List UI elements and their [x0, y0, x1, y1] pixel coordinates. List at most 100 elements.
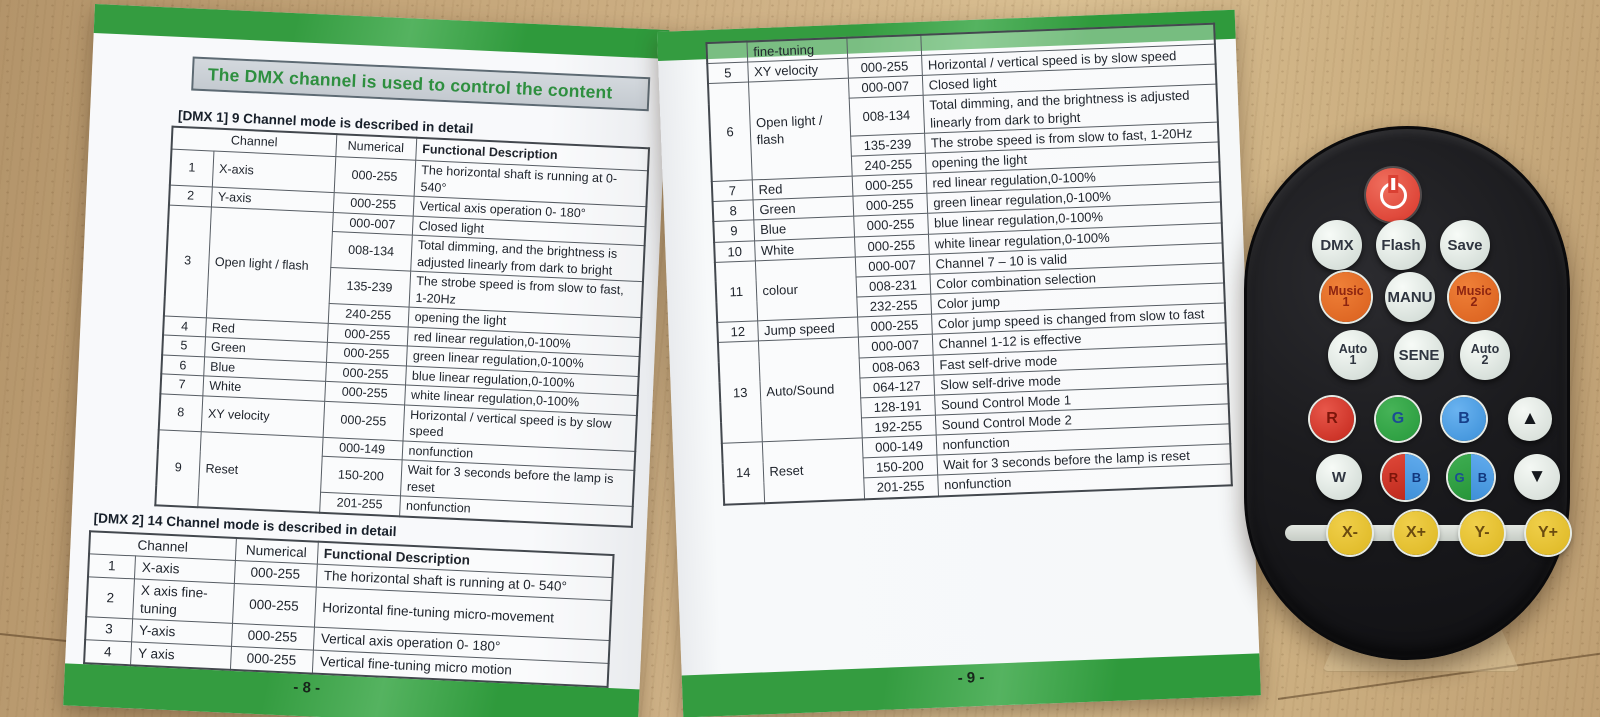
- numerical-cell: 135-239: [328, 267, 411, 308]
- numerical-cell: 008-231: [855, 274, 931, 298]
- numerical-cell: 192-255: [860, 415, 936, 439]
- channel-number-cell: 12: [717, 321, 758, 343]
- numerical-cell: [846, 34, 922, 59]
- manu-button[interactable]: MANU: [1385, 272, 1435, 322]
- numerical-cell: 135-239: [850, 133, 925, 157]
- channel-name-cell: Reset: [197, 431, 323, 513]
- dmx2-table-continued: fine-tuning 5 XY velocity 000-255 Horizontal…: [705, 22, 1233, 506]
- power-button[interactable]: [1366, 168, 1420, 222]
- y-plus-button-label: Y+: [1537, 524, 1558, 541]
- x-plus-button-label: X+: [1405, 524, 1426, 541]
- blue-button-label: B: [1458, 410, 1470, 427]
- numerical-cell: 000-255: [333, 156, 416, 197]
- numerical-cell: 000-007: [847, 75, 923, 99]
- y-minus-button[interactable]: Y-: [1460, 511, 1504, 555]
- x-minus-button-label: X-: [1342, 524, 1358, 541]
- page8-top-green-band: [93, 4, 670, 60]
- numerical-cell: 000-255: [851, 173, 927, 197]
- numerical-cell: 232-255: [856, 294, 932, 318]
- numerical-cell: 000-007: [854, 253, 930, 277]
- down-arrow-button[interactable]: ▼: [1514, 454, 1560, 500]
- numerical-cell: 128-191: [860, 394, 935, 418]
- auto2-button-label: 2: [1481, 353, 1489, 367]
- music1-button[interactable]: Music 1: [1321, 272, 1371, 322]
- page-title: The DMX channel is used to control the c…: [191, 56, 651, 112]
- numerical-cell: 000-255: [847, 55, 922, 79]
- channel-number-cell: 11: [714, 260, 758, 323]
- channel-name-cell: Open light / flash: [748, 78, 852, 181]
- up-arrow-icon: ▲: [1520, 408, 1540, 429]
- channel-number-cell: 8: [712, 200, 754, 222]
- channel-number-cell: 6: [161, 354, 205, 376]
- music2-button[interactable]: Music 2: [1449, 272, 1499, 322]
- music2-button-label: Music: [1456, 283, 1492, 298]
- channel-number-cell: 14: [721, 441, 765, 505]
- up-arrow-button[interactable]: ▲: [1508, 397, 1552, 441]
- y-plus-button[interactable]: Y+: [1526, 511, 1570, 555]
- channel-name-cell: X axis fine-tuning: [132, 578, 234, 624]
- save-button-label: Save: [1447, 236, 1483, 254]
- channel-number-cell: 4: [84, 639, 132, 666]
- channel-name-cell: X-axis: [211, 151, 336, 193]
- green-button[interactable]: G: [1376, 397, 1420, 441]
- numerical-cell: 201-255: [863, 475, 939, 499]
- channel-number-cell: [706, 41, 748, 64]
- numerical-cell: 000-255: [854, 233, 929, 257]
- auto2-button[interactable]: Auto 2: [1460, 330, 1510, 380]
- numerical-cell: 000-255: [322, 400, 405, 441]
- numerical-cell: 240-255: [850, 153, 926, 177]
- dmx1-table: Channel Numerical Functional Description 1 X…: [154, 125, 651, 528]
- numerical-cell: 008-134: [848, 95, 925, 136]
- manual-page-9: fine-tuning 5 XY velocity 000-255 Horizontal…: [657, 9, 1261, 717]
- channel-number-cell: 4: [163, 315, 206, 337]
- channel-number-cell: 3: [85, 617, 133, 643]
- x-plus-button[interactable]: X+: [1394, 511, 1438, 555]
- channel-name-cell: XY velocity: [200, 395, 325, 437]
- x-minus-button[interactable]: X-: [1328, 511, 1372, 555]
- manu-button-label: MANU: [1387, 288, 1433, 306]
- page9-table-wrap: fine-tuning 5 XY velocity 000-255 Horizontal…: [705, 22, 1233, 506]
- save-button[interactable]: Save: [1440, 220, 1490, 270]
- red-button[interactable]: R: [1310, 397, 1354, 441]
- power-icon: [1379, 181, 1407, 209]
- channel-number-cell: 6: [708, 82, 752, 182]
- red-button-label: R: [1326, 410, 1338, 427]
- green-blue-button-half-1: B: [1471, 454, 1494, 500]
- flash-button-label: Flash: [1381, 236, 1421, 254]
- numerical-cell: 064-127: [859, 374, 935, 398]
- remote-control: DMX Flash Save Music 1 MANU Music 2 Auto 1 SENE A…: [1244, 126, 1570, 660]
- channel-number-cell: 2: [168, 185, 212, 207]
- green-button-label: G: [1391, 410, 1405, 427]
- numerical-cell: 008-063: [858, 354, 934, 378]
- white-color-button[interactable]: W: [1316, 454, 1362, 500]
- music2-button-label: 2: [1470, 295, 1478, 309]
- dmx2-table-wrap: Channel Numerical Functional Description 1 X…: [83, 530, 615, 689]
- auto1-button[interactable]: Auto 1: [1328, 330, 1378, 380]
- channel-number-cell: 1: [169, 149, 214, 187]
- channel-number-cell: 2: [86, 576, 134, 620]
- blue-button[interactable]: B: [1442, 397, 1486, 441]
- numerical-cell: 000-255: [232, 583, 316, 628]
- white-color-button-label: W: [1331, 468, 1347, 486]
- red-blue-button-half-0: R: [1382, 454, 1405, 500]
- channel-number-cell: 5: [162, 334, 206, 357]
- channel-number-cell: 13: [717, 341, 762, 444]
- sene-button-label: SENE: [1398, 346, 1440, 364]
- channel-number-cell: 7: [711, 180, 753, 202]
- remote-row-rgb: R G B ▲: [1271, 397, 1591, 441]
- auto1-button-label: Auto: [1338, 341, 1368, 356]
- channel-number-cell: 7: [160, 373, 204, 396]
- page9-bottom-green-band: - 9 -: [681, 653, 1261, 717]
- numerical-cell: 000-255: [229, 646, 313, 674]
- numerical-cell: 150-200: [320, 456, 402, 496]
- dmx-button[interactable]: DMX: [1312, 220, 1362, 270]
- manual-page-8: The DMX channel is used to control the c…: [63, 4, 670, 717]
- sene-button[interactable]: SENE: [1394, 330, 1444, 380]
- dmx2-table: Channel Numerical Functional Description 1 X…: [83, 530, 615, 689]
- red-blue-button-half-1: B: [1405, 454, 1428, 500]
- channel-number-cell: 10: [714, 240, 755, 263]
- flash-button[interactable]: Flash: [1376, 220, 1426, 270]
